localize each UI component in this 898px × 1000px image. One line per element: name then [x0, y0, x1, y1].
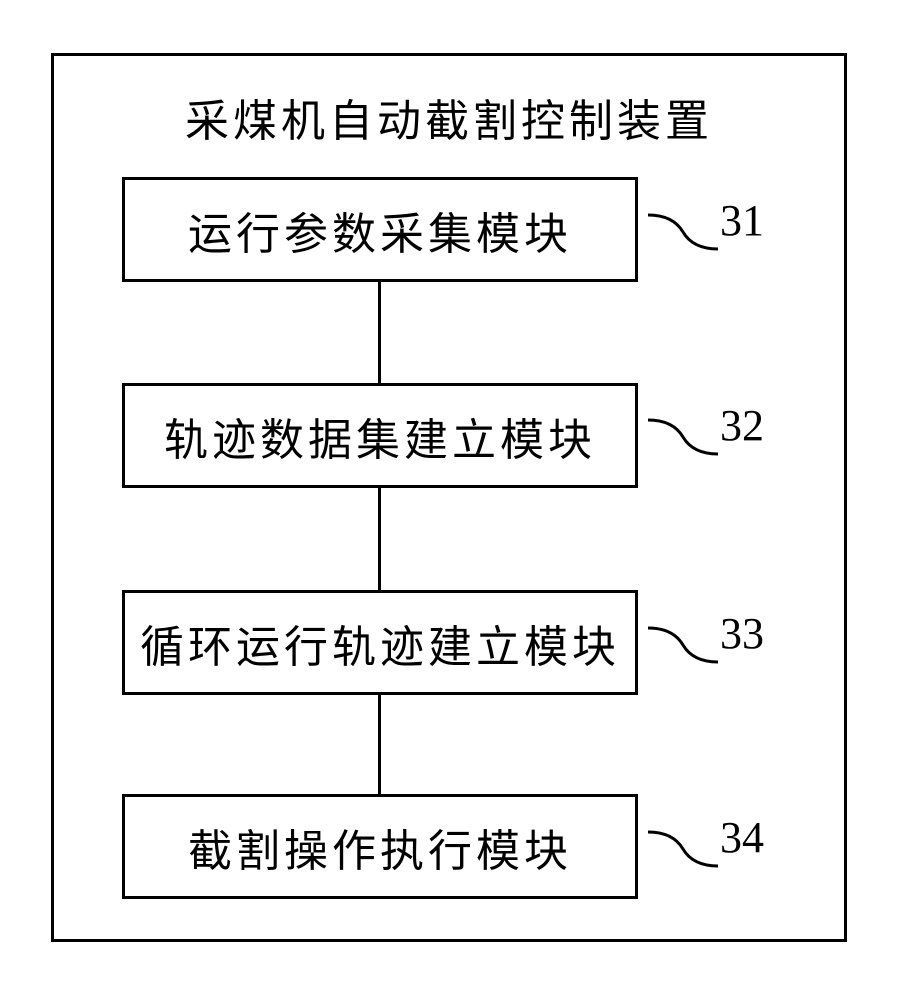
reference-label-4: 34 [720, 812, 764, 863]
reference-curve-1 [648, 212, 718, 252]
reference-label-2: 32 [720, 400, 764, 451]
module-label-4: 截割操作执行模块 [188, 815, 572, 879]
module-box-1: 运行参数采集模块 [122, 177, 638, 282]
connector-3-4 [378, 695, 381, 794]
reference-curve-2 [648, 417, 718, 457]
reference-label-1: 31 [720, 195, 764, 246]
module-label-1: 运行参数采集模块 [188, 198, 572, 262]
module-label-3: 循环运行轨迹建立模块 [140, 611, 620, 675]
module-box-2: 轨迹数据集建立模块 [122, 383, 638, 488]
connector-2-3 [378, 488, 381, 590]
module-box-4: 截割操作执行模块 [122, 794, 638, 899]
reference-label-3: 33 [720, 608, 764, 659]
module-label-2: 轨迹数据集建立模块 [164, 404, 596, 468]
reference-curve-3 [648, 625, 718, 665]
diagram-title: 采煤机自动截割控制装置 [0, 85, 898, 149]
module-box-3: 循环运行轨迹建立模块 [122, 590, 638, 695]
reference-curve-4 [648, 829, 718, 869]
connector-1-2 [378, 282, 381, 383]
